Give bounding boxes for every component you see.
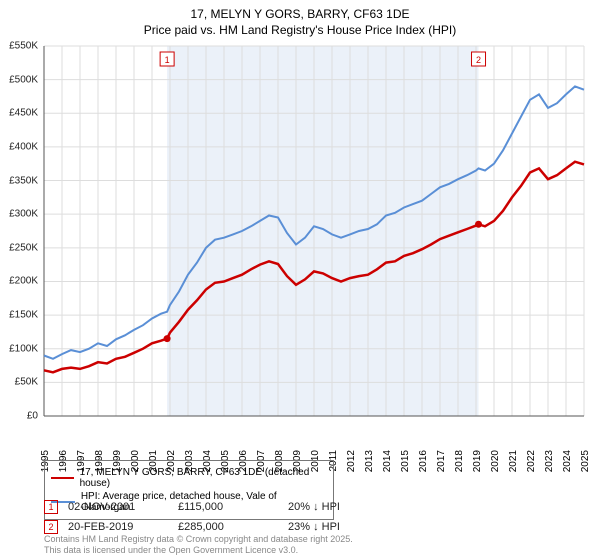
data-point-date: 20-FEB-2019 [68, 521, 178, 533]
x-tick-label: 2021 [508, 450, 519, 472]
y-tick-label: £150K [9, 310, 38, 321]
y-tick-label: £350K [9, 175, 38, 186]
marker-label-2: 2 [476, 55, 481, 65]
legend-row: 17, MELYN Y GORS, BARRY, CF63 1DE (detac… [51, 467, 327, 489]
y-tick-label: £50K [15, 377, 38, 388]
marker-label-1: 1 [165, 55, 170, 65]
marker-point-2 [475, 221, 482, 228]
y-axis-labels: £0£50K£100K£150K£200K£250K£300K£350K£400… [0, 46, 40, 416]
chart-plot-area: 12 [44, 46, 584, 416]
x-tick-label: 2017 [436, 450, 447, 472]
y-tick-label: £100K [9, 343, 38, 354]
x-tick-label: 2019 [472, 450, 483, 472]
data-point-diff: 23% ↓ HPI [288, 521, 398, 533]
footer-line1: Contains HM Land Registry data © Crown c… [44, 534, 353, 545]
data-point-row: 1 02-NOV-2001£115,00020% ↓ HPI [44, 500, 584, 514]
y-tick-label: £400K [9, 141, 38, 152]
x-tick-label: 2022 [526, 450, 537, 472]
data-point-marker: 2 [44, 520, 58, 534]
legend-swatch [51, 477, 74, 479]
data-point-diff: 20% ↓ HPI [288, 501, 398, 513]
x-tick-label: 2025 [580, 450, 591, 472]
x-axis-labels: 1995199619971998199920002001200220032004… [44, 418, 584, 454]
x-tick-label: 2024 [562, 450, 573, 472]
data-point-marker: 1 [44, 500, 58, 514]
x-tick-label: 2014 [382, 450, 393, 472]
y-tick-label: £550K [9, 41, 38, 52]
x-tick-label: 2020 [490, 450, 501, 472]
title-block: 17, MELYN Y GORS, BARRY, CF63 1DE Price … [0, 0, 600, 38]
x-tick-label: 2013 [364, 450, 375, 472]
title-line1: 17, MELYN Y GORS, BARRY, CF63 1DE [0, 6, 600, 22]
title-line2: Price paid vs. HM Land Registry's House … [0, 22, 600, 38]
y-tick-label: £450K [9, 108, 38, 119]
data-point-price: £115,000 [178, 501, 288, 513]
footer-line2: This data is licensed under the Open Gov… [44, 545, 353, 556]
x-tick-label: 2016 [418, 450, 429, 472]
data-point-date: 02-NOV-2001 [68, 501, 178, 513]
marker-point-1 [164, 335, 171, 342]
x-tick-label: 2023 [544, 450, 555, 472]
chart-svg: 12 [44, 46, 584, 416]
data-point-row: 2 20-FEB-2019£285,00023% ↓ HPI [44, 520, 584, 534]
y-tick-label: £200K [9, 276, 38, 287]
y-tick-label: £500K [9, 74, 38, 85]
y-tick-label: £300K [9, 209, 38, 220]
footer-attribution: Contains HM Land Registry data © Crown c… [44, 534, 353, 557]
x-tick-label: 2012 [346, 450, 357, 472]
x-tick-label: 2015 [400, 450, 411, 472]
chart-container: 17, MELYN Y GORS, BARRY, CF63 1DE Price … [0, 0, 600, 560]
data-point-price: £285,000 [178, 521, 288, 533]
y-tick-label: £250K [9, 242, 38, 253]
x-tick-label: 2018 [454, 450, 465, 472]
legend-label: 17, MELYN Y GORS, BARRY, CF63 1DE (detac… [80, 467, 327, 489]
y-tick-label: £0 [27, 411, 38, 422]
